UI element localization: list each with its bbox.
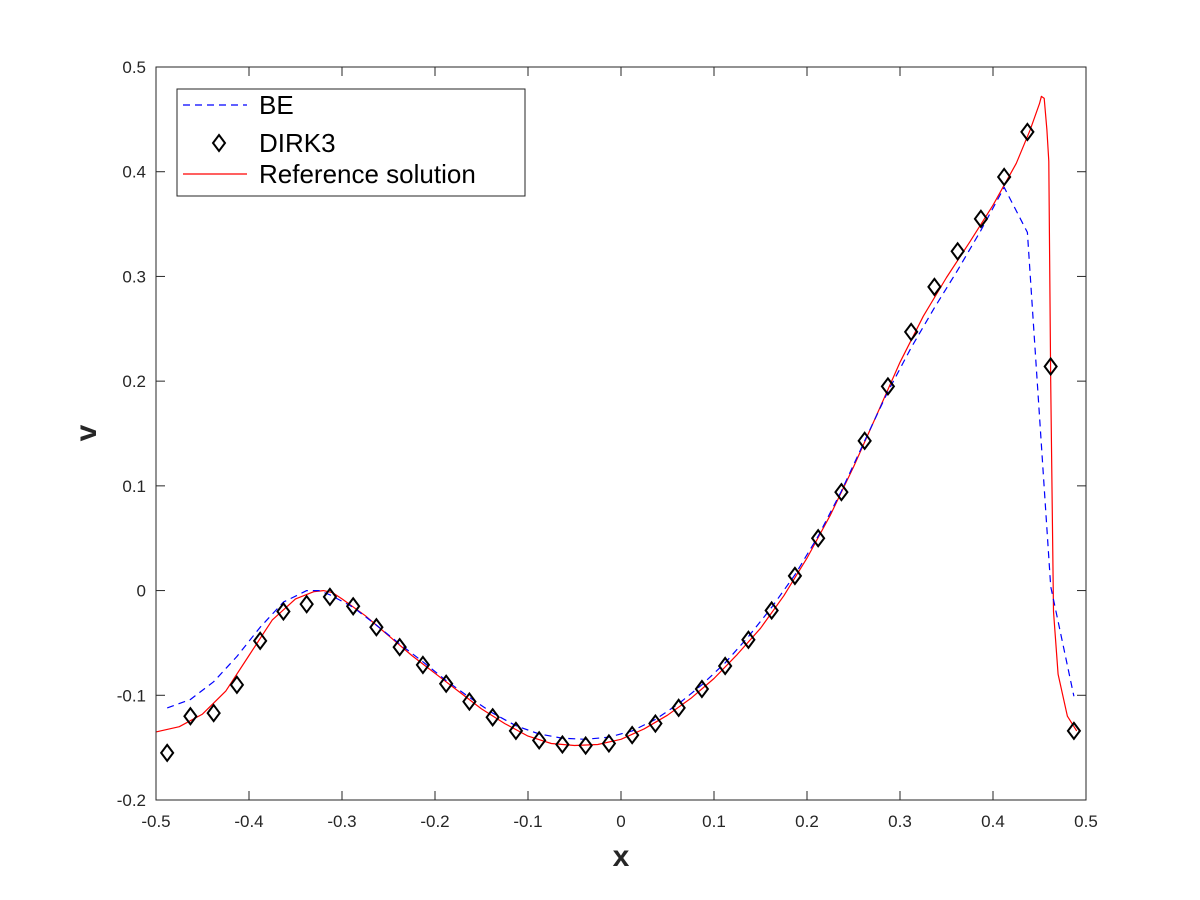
y-tick-label: -0.2 (117, 791, 146, 810)
legend: BE DIRK3 Reference solution (176, 88, 526, 197)
series-layer (155, 95, 1082, 763)
x-tick-label: 0.2 (795, 812, 819, 831)
x-axis-label: x (613, 840, 630, 873)
y-axis-ticks: -0.2 -0.1 0 0.1 0.2 0.3 0.4 0.5 (117, 58, 1086, 810)
dirk3-point (880, 376, 896, 397)
dirk3-point (299, 594, 314, 614)
dirk3-point (276, 601, 291, 622)
series-reference-solution-line (155, 95, 1078, 747)
dirk3-point (415, 655, 431, 675)
y-tick-label: 0 (137, 582, 146, 601)
series-dirk3 (159, 122, 1082, 763)
y-tick-label: -0.1 (117, 686, 146, 705)
legend-reference-label: Reference solution (259, 159, 476, 189)
dirk3-point (648, 713, 663, 734)
x-tick-label: 0 (616, 812, 625, 831)
y-tick-label: 0.3 (122, 267, 146, 286)
dirk3-point (1043, 356, 1058, 377)
y-tick-label: 0.5 (122, 58, 146, 77)
dirk3-point (369, 617, 384, 637)
legend-dirk3-swatch (211, 133, 227, 153)
dirk3-point (810, 528, 826, 548)
y-tick-label: 0.1 (122, 477, 146, 496)
dirk3-point (578, 735, 593, 756)
dirk3-point (555, 734, 570, 755)
dirk3-point (252, 631, 268, 651)
legend-dirk3-label: DIRK3 (259, 128, 336, 158)
dirk3-point (462, 691, 477, 712)
dirk3-point (531, 730, 547, 750)
x-tick-label: 0.1 (702, 812, 726, 831)
dirk3-point (973, 209, 989, 229)
dirk3-point (229, 675, 245, 695)
y-tick-label: 0.4 (122, 163, 146, 182)
dirk3-point (508, 721, 524, 741)
x-tick-label: 0.3 (888, 812, 912, 831)
dirk3-point (927, 277, 942, 297)
dirk3-point (741, 630, 756, 650)
x-tick-label: -0.2 (420, 812, 449, 831)
dirk3-point (322, 587, 338, 607)
dirk3-point (206, 703, 221, 723)
y-tick-label: 0.2 (122, 372, 146, 391)
dirk3-point (1066, 721, 1082, 741)
series-be-line (166, 186, 1075, 740)
dirk3-point (950, 241, 965, 261)
x-tick-label: 0.5 (1074, 812, 1098, 831)
dirk3-point (183, 706, 198, 726)
legend-be-label: BE (259, 90, 294, 120)
dirk3-point (601, 733, 617, 754)
dirk3-point (345, 596, 361, 616)
dirk3-point (903, 322, 919, 342)
legend-box (176, 88, 526, 197)
dirk3-point (717, 656, 733, 676)
y-axis-label: v (70, 424, 103, 441)
dirk3-point (787, 566, 803, 586)
dirk3-point (485, 707, 500, 727)
dirk3-point (996, 167, 1012, 187)
dirk3-point (392, 637, 407, 657)
dirk3-point (159, 743, 175, 763)
x-tick-label: -0.4 (234, 812, 263, 831)
x-tick-label: 0.4 (981, 812, 1005, 831)
dirk3-point (671, 698, 686, 718)
dirk3-point (624, 725, 640, 745)
dirk3-point (857, 431, 872, 451)
dirk3-point (834, 482, 849, 502)
dirk3-point (764, 600, 779, 621)
dirk3-point (1020, 122, 1035, 142)
x-tick-label: -0.1 (513, 812, 542, 831)
x-axis-ticks: -0.5 -0.4 -0.3 -0.2 -0.1 0 0.1 0.2 0.3 0.4 0.5 (141, 67, 1098, 831)
dirk3-point (438, 674, 454, 694)
dirk3-point (694, 679, 710, 699)
x-tick-label: -0.5 (141, 812, 170, 831)
x-tick-label: -0.3 (327, 812, 356, 831)
